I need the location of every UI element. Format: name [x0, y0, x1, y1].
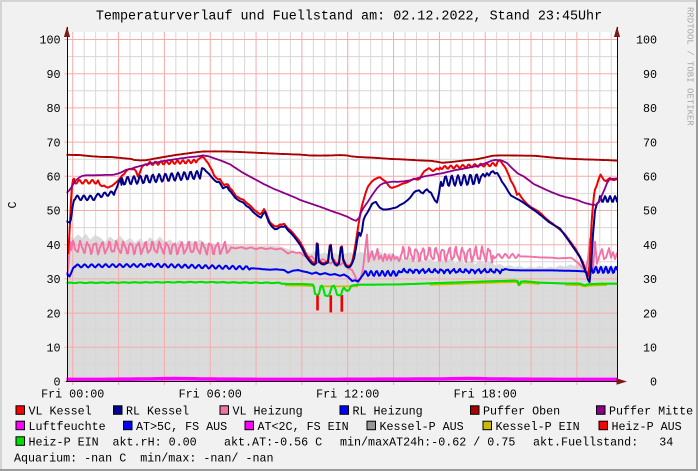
- svg-text:80: 80: [643, 102, 657, 116]
- svg-text:100: 100: [39, 34, 60, 48]
- svg-text:20: 20: [46, 307, 60, 321]
- svg-text:Fri 00:00: Fri 00:00: [41, 388, 104, 402]
- svg-text:RL Kessel: RL Kessel: [126, 405, 189, 419]
- svg-text:50: 50: [46, 205, 60, 219]
- svg-text:Kessel-P EIN: Kessel-P EIN: [496, 420, 580, 434]
- svg-text:0: 0: [53, 376, 60, 390]
- svg-text:AT>5C, FS AUS: AT>5C, FS AUS: [136, 420, 227, 434]
- svg-text:C: C: [6, 201, 20, 208]
- svg-text:90: 90: [46, 68, 60, 82]
- svg-text:30: 30: [643, 273, 657, 287]
- svg-text:Fri 06:00: Fri 06:00: [179, 388, 242, 402]
- svg-text:100: 100: [636, 34, 657, 48]
- svg-text:Temperaturverlauf und Fuellsta: Temperaturverlauf und Fuellstand am: 02.…: [96, 10, 602, 25]
- svg-text:30: 30: [46, 273, 60, 287]
- svg-text:10: 10: [46, 342, 60, 356]
- svg-text:40: 40: [643, 239, 657, 253]
- svg-text:RRDTOOL / TOBI OETIKER: RRDTOOL / TOBI OETIKER: [684, 7, 694, 126]
- svg-text:Luftfeuchte: Luftfeuchte: [29, 420, 106, 434]
- svg-text:Kessel-P AUS: Kessel-P AUS: [380, 420, 464, 434]
- svg-text:70: 70: [46, 136, 60, 150]
- svg-text:80: 80: [46, 102, 60, 116]
- svg-text:Aquarium: -nan C min/max: -na: Aquarium: -nan C min/max: -nan/ -nan: [14, 452, 274, 466]
- svg-text:AT<2C, FS EIN: AT<2C, FS EIN: [258, 420, 349, 434]
- svg-text:RL Heizung: RL Heizung: [353, 405, 423, 419]
- svg-text:20: 20: [643, 307, 657, 321]
- svg-text:Fri 12:00: Fri 12:00: [316, 388, 379, 402]
- svg-text:akt.rH: 0.00: akt.rH: 0.00: [113, 436, 197, 450]
- svg-text:akt.AT:-0.56 C: akt.AT:-0.56 C: [224, 436, 322, 450]
- svg-text:60: 60: [643, 171, 657, 185]
- svg-text:Fri 18:00: Fri 18:00: [454, 388, 517, 402]
- svg-text:40: 40: [46, 239, 60, 253]
- svg-text:VL Heizung: VL Heizung: [233, 405, 303, 419]
- svg-text:Heiz-P EIN: Heiz-P EIN: [29, 436, 99, 450]
- svg-text:VL Kessel: VL Kessel: [29, 405, 92, 419]
- svg-text:70: 70: [643, 136, 657, 150]
- svg-text:akt.Fuellstand: 34: akt.Fuellstand: 34: [533, 436, 673, 450]
- svg-text:0: 0: [650, 376, 657, 390]
- svg-text:50: 50: [643, 205, 657, 219]
- svg-text:10: 10: [643, 342, 657, 356]
- svg-text:60: 60: [46, 171, 60, 185]
- svg-text:min/maxAT24h:-0.62 / 0.75: min/maxAT24h:-0.62 / 0.75: [340, 436, 515, 450]
- svg-text:90: 90: [643, 68, 657, 82]
- svg-text:Puffer Mitte: Puffer Mitte: [609, 405, 693, 419]
- svg-text:Puffer Oben: Puffer Oben: [483, 405, 560, 419]
- svg-text:Heiz-P AUS: Heiz-P AUS: [612, 420, 682, 434]
